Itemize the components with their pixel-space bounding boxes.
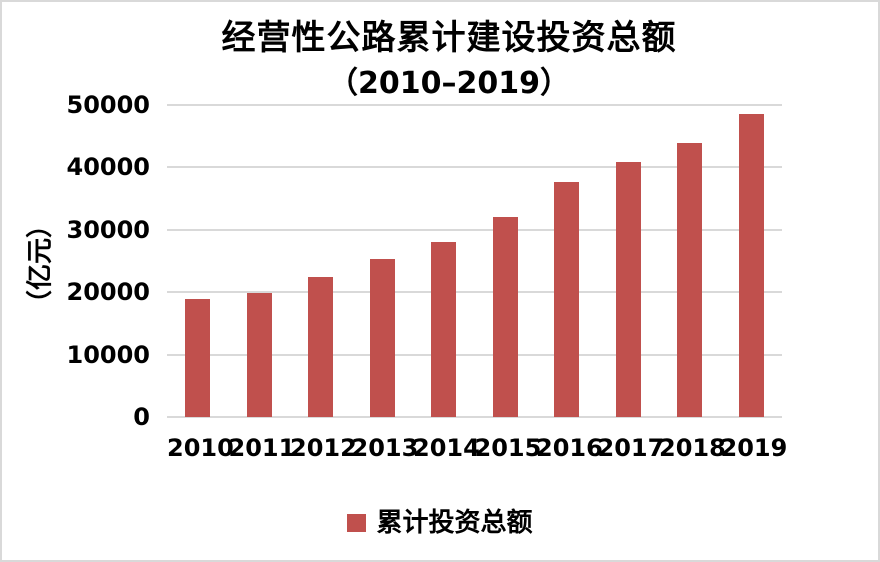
x-axis-tick-label-2016: 2016 [536,434,603,462]
y-axis-tick-label-30000: 30000 [66,215,151,244]
bar-2017 [615,162,641,417]
gridline-10000 [167,353,782,356]
x-axis-tick-label-2012: 2012 [290,434,357,462]
x-axis-tick-label-2013: 2013 [351,434,419,462]
chart-title-block: 经营性公路累计建设投资总额 （2010–2019） [99,16,799,103]
y-axis-tick-label-0: 0 [133,403,150,431]
y-axis-tick-label-40000: 40000 [66,153,151,182]
gridline-50000 [167,104,782,106]
bar-2019 [738,114,764,417]
plot-area [167,104,782,418]
bar-2014 [431,242,457,417]
y-axis-tick-label-20000: 20000 [66,278,151,307]
y-axis-tick-label-10000: 10000 [66,340,151,369]
y-axis-tick-label-50000: 50000 [66,91,151,119]
chart-subtitle: （2010–2019） [328,66,570,102]
bar-2010 [185,299,211,417]
bar-2013 [369,259,395,417]
bar-2016 [554,182,580,417]
x-axis-tick-label-2017: 2017 [597,434,665,462]
x-axis-tick-label-2010: 2010 [167,434,234,462]
x-axis-tick-label-2011: 2011 [228,434,296,462]
x-axis-tick-label-2018: 2018 [659,434,726,462]
bar-2018 [677,143,703,417]
gridline-40000 [167,166,782,169]
y-axis-title: （亿元） [25,212,56,317]
gridline-20000 [167,291,782,294]
x-axis-tick-label-2019: 2019 [720,434,788,462]
gridline-30000 [167,228,782,231]
bar-2015 [492,217,518,417]
chart-title: 经营性公路累计建设投资总额 [221,18,677,58]
legend: 累计投资总额 [2,508,878,538]
x-axis-tick-label-2015: 2015 [474,434,542,462]
bar-2011 [246,292,272,417]
legend-marker-square [347,514,367,532]
x-axis-tick-label-2014: 2014 [413,434,480,462]
x-axis-line [167,416,782,418]
bar-2012 [308,277,334,417]
legend-label: 累计投资总额 [376,508,533,538]
